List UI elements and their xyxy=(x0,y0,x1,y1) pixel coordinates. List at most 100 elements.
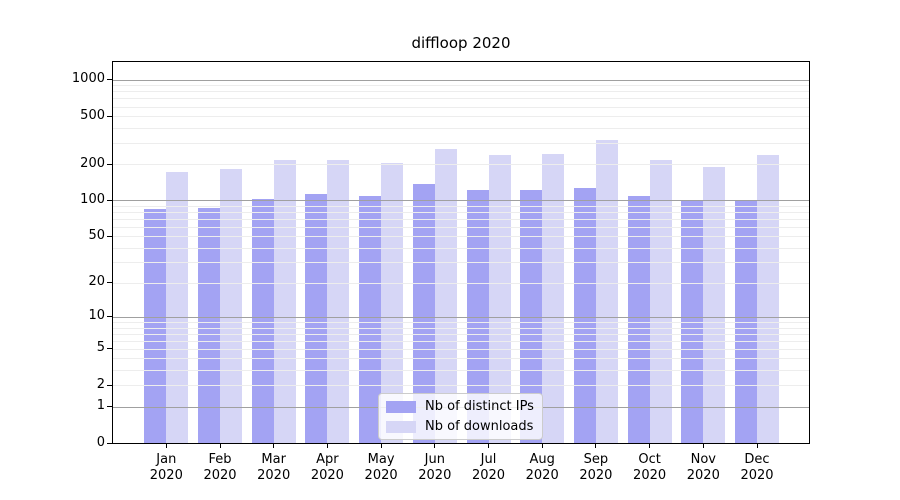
x-label-month: Oct xyxy=(638,452,661,467)
x-label-month: May xyxy=(367,452,395,467)
y-tick-label: 0 xyxy=(96,434,105,450)
x-tick-mark xyxy=(702,443,704,448)
x-label-month: Sep xyxy=(583,452,609,467)
gridline-minor xyxy=(113,164,809,166)
y-tick-mark xyxy=(107,384,112,386)
bar-downloads-jun xyxy=(434,148,457,443)
bar-ips-sep xyxy=(573,187,596,443)
x-label-month: Feb xyxy=(208,452,232,467)
plot-area: 0 1 2 5 10 20 50 100 200 500 1000 Jan 2020 Feb 2020 Mar… xyxy=(72,61,810,483)
legend-item-downloads: Nb of downloads xyxy=(386,419,533,434)
x-tick-label-sep: Sep 2020 xyxy=(566,452,626,484)
legend-label-distinct-ips: Nb of distinct IPs xyxy=(425,399,534,414)
x-tick-mark xyxy=(380,443,382,448)
y-tick-label: 500 xyxy=(80,107,105,123)
gridline-minor xyxy=(113,127,809,129)
x-tick-label-jan: Jan 2020 xyxy=(136,452,196,484)
x-tick-mark xyxy=(595,443,597,448)
x-tick-label-dec: Dec 2020 xyxy=(727,452,787,484)
x-tick-label-may: May 2020 xyxy=(351,452,411,484)
bar-ips-feb xyxy=(198,208,220,443)
x-tick-label-nov: Nov 2020 xyxy=(673,452,733,484)
bar-ips-oct xyxy=(627,195,650,443)
x-label-year: 2020 xyxy=(310,468,344,483)
y-tick-mark xyxy=(107,316,112,318)
x-label-year: 2020 xyxy=(740,468,774,483)
y-tick-label: 1 xyxy=(96,398,105,413)
bar-downloads-mar xyxy=(273,160,296,443)
x-tick-label-oct: Oct 2020 xyxy=(620,452,680,484)
x-label-month: Nov xyxy=(690,452,716,467)
y-tick-label: 10 xyxy=(88,308,105,324)
y-tick-mark xyxy=(107,199,112,201)
bar-downloads-feb xyxy=(220,168,242,443)
x-tick-mark xyxy=(756,443,758,448)
gridline-minor xyxy=(113,91,809,93)
x-label-month: Jan xyxy=(156,452,177,467)
x-tick-label-apr: Apr 2020 xyxy=(297,452,357,484)
y-tick-mark xyxy=(107,115,112,117)
bar-ips-aug xyxy=(520,189,543,443)
x-tick-label-aug: Aug 2020 xyxy=(512,452,572,484)
chart-title: diffloop 2020 xyxy=(411,34,511,52)
x-label-year: 2020 xyxy=(257,468,291,483)
bar-ips-nov xyxy=(681,200,704,443)
x-label-year: 2020 xyxy=(364,468,398,483)
bar-downloads-may xyxy=(381,163,404,443)
bar-ips-mar xyxy=(251,198,274,443)
x-label-year: 2020 xyxy=(471,468,506,483)
bar-downloads-dec xyxy=(757,155,779,443)
y-tick-mark xyxy=(107,235,112,237)
y-tick-mark xyxy=(107,442,112,444)
legend-swatch-downloads xyxy=(386,420,416,433)
x-label-month: Jun xyxy=(424,452,445,467)
bar-downloads-sep xyxy=(595,139,618,443)
y-tick-label: 1000 xyxy=(71,71,105,87)
bar-downloads-oct xyxy=(649,159,672,443)
bar-ips-apr xyxy=(305,193,328,443)
x-label-month: Dec xyxy=(744,452,770,467)
bar-downloads-aug xyxy=(542,153,565,443)
x-tick-label-mar: Mar 2020 xyxy=(244,452,304,484)
x-tick-mark xyxy=(273,443,275,448)
gridline-minor xyxy=(113,106,809,108)
bar-ips-jul xyxy=(466,189,489,443)
bar-downloads-nov xyxy=(703,167,726,443)
x-label-month: Apr xyxy=(316,452,339,467)
y-tick-label: 200 xyxy=(80,155,105,171)
gridline-minor xyxy=(113,116,809,118)
y-tick-label: 50 xyxy=(88,227,105,243)
y-tick-mark xyxy=(107,406,112,407)
x-tick-mark xyxy=(165,443,167,448)
x-tick-mark xyxy=(434,443,436,448)
x-label-month: Aug xyxy=(529,452,555,467)
x-tick-mark xyxy=(326,443,328,448)
x-tick-mark xyxy=(649,443,651,448)
x-label-year: 2020 xyxy=(149,468,183,483)
x-tick-mark xyxy=(541,443,543,448)
x-tick-label-feb: Feb 2020 xyxy=(190,452,250,484)
legend-swatch-distinct-ips xyxy=(386,400,416,413)
x-label-month: Jul xyxy=(480,452,497,467)
bar-ips-jun xyxy=(412,184,435,443)
y-tick-label: 20 xyxy=(88,274,105,290)
x-label-year: 2020 xyxy=(418,468,452,483)
bar-downloads-apr xyxy=(327,160,350,443)
x-tick-label-jul: Jul 2020 xyxy=(459,452,519,484)
gridline-major xyxy=(113,79,809,81)
y-tick-mark xyxy=(107,79,112,81)
gridline-minor xyxy=(113,98,809,100)
x-label-year: 2020 xyxy=(203,468,237,483)
x-label-year: 2020 xyxy=(686,468,720,483)
gridline-minor xyxy=(113,142,809,144)
legend-label-downloads: Nb of downloads xyxy=(425,419,534,434)
x-label-year: 2020 xyxy=(525,468,559,483)
bar-ips-dec xyxy=(735,200,757,443)
y-tick-mark xyxy=(107,163,112,165)
y-tick-label: 100 xyxy=(80,191,105,207)
bar-ips-jan xyxy=(144,208,167,443)
legend-item-distinct-ips: Nb of distinct IPs xyxy=(386,399,534,414)
bar-ips-may xyxy=(359,196,382,443)
y-tick-label: 2 xyxy=(96,376,105,392)
